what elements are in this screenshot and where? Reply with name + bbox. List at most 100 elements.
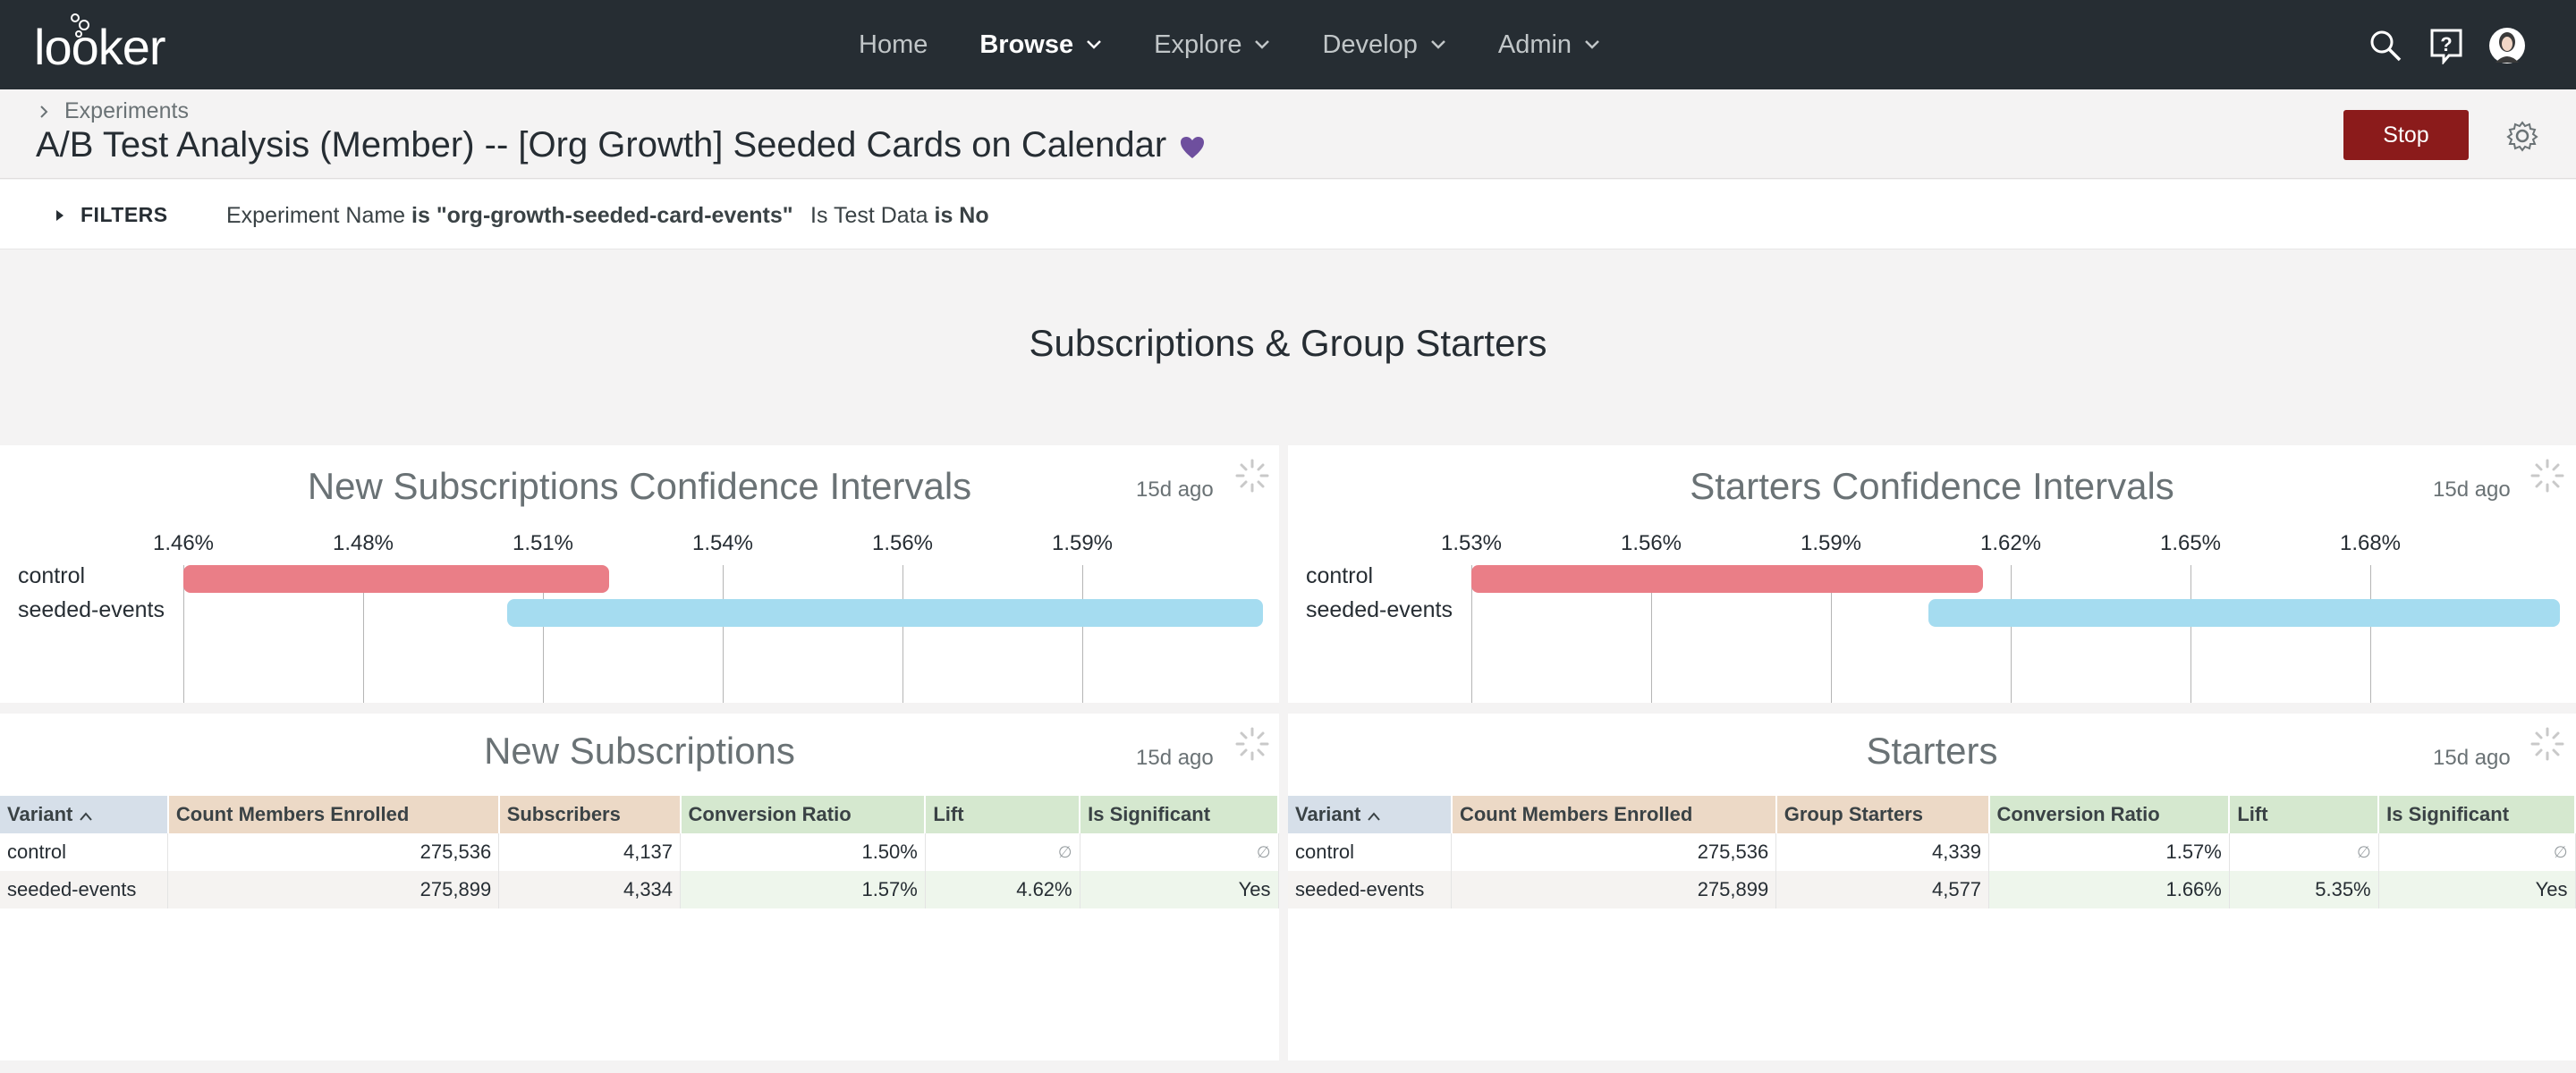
cell: 275,536 — [167, 833, 500, 871]
nav-explore[interactable]: Explore — [1154, 30, 1270, 60]
ci-bar-control[interactable] — [1471, 565, 1983, 593]
col-header[interactable]: Count Members Enrolled — [1451, 796, 1777, 833]
sort-ascending-icon — [80, 812, 93, 821]
tile-subs-ci: New Subscriptions Confidence Intervals 1… — [0, 445, 1279, 703]
logo-dots-icon — [71, 13, 89, 38]
cell-null: ∅ — [2378, 833, 2576, 871]
loading-spinner-icon — [1235, 459, 1269, 493]
ci-bar-seeded-events[interactable] — [1928, 599, 2560, 627]
nav-icons: ? — [2343, 27, 2526, 64]
chevron-down-icon — [1255, 40, 1270, 49]
breadcrumb-label: Experiments — [64, 98, 189, 123]
cell-variant: control — [0, 833, 169, 871]
axis-tick-label: 1.59% — [1800, 531, 1862, 555]
cell: Yes — [2378, 871, 2576, 908]
table-row: control 275,536 4,137 1.50% ∅ ∅ — [0, 833, 1279, 871]
cell: 1.57% — [680, 871, 926, 908]
nav-home-label: Home — [859, 30, 928, 59]
filters-label: FILTERS — [80, 203, 168, 226]
col-header[interactable]: Subscribers — [498, 796, 682, 833]
filter-field: Experiment Name — [226, 203, 406, 228]
filter-is-test-data[interactable]: Is Test Data is No — [810, 203, 989, 229]
nav-browse[interactable]: Browse — [979, 30, 1102, 60]
cell: 4.62% — [925, 871, 1080, 908]
looker-logo[interactable]: looker — [34, 13, 186, 77]
page-title-text: A/B Test Analysis (Member) -- [Org Growt… — [36, 125, 1167, 165]
col-header[interactable]: Lift — [925, 796, 1081, 833]
heart-icon[interactable] — [1179, 135, 1206, 160]
logo-text: looker — [34, 19, 166, 75]
table-row: seeded-events 275,899 4,577 1.66% 5.35% … — [1288, 871, 2576, 908]
tile-title: New Subscriptions Confidence Intervals — [307, 465, 972, 507]
ci-bar-seeded-events[interactable] — [507, 599, 1263, 627]
col-header-variant[interactable]: Variant — [1288, 796, 1453, 833]
col-header[interactable]: Conversion Ratio — [1988, 796, 2231, 833]
help-icon[interactable]: ? — [2428, 27, 2465, 64]
section-title: Subscriptions & Group Starters — [1029, 322, 1547, 364]
nav-admin-label: Admin — [1497, 30, 1572, 59]
dashboard-header: Experiments A/B Test Analysis (Member) -… — [0, 89, 2576, 179]
filters-bar: FILTERS Experiment Name is "org-growth-s… — [0, 180, 2576, 249]
cell: 4,137 — [498, 833, 682, 871]
axis-tick-label: 1.56% — [871, 531, 934, 555]
gear-icon[interactable] — [2506, 120, 2538, 152]
tile-subs-table: New Subscriptions 15d ago Variant Count … — [0, 714, 1279, 1060]
gridline — [2190, 565, 2191, 703]
nav-admin[interactable]: Admin — [1498, 30, 1600, 60]
filters-toggle[interactable]: FILTERS — [55, 203, 168, 227]
svg-text:?: ? — [2440, 33, 2452, 55]
col-header[interactable]: Group Starters — [1775, 796, 1990, 833]
cell: 1.50% — [680, 833, 926, 871]
axis-tick-label: 1.51% — [512, 531, 574, 555]
tile-title: New Subscriptions — [484, 730, 795, 772]
results-table: Variant Count Members Enrolled Group Sta… — [1288, 796, 2576, 908]
chevron-down-icon — [1585, 40, 1599, 49]
category-label: control — [1306, 563, 1374, 588]
col-header-variant[interactable]: Variant — [0, 796, 169, 833]
axis-tick-label: 1.59% — [1051, 531, 1114, 555]
gridline — [902, 565, 903, 703]
user-avatar[interactable] — [2488, 27, 2526, 64]
gridline — [183, 565, 184, 703]
nav-develop[interactable]: Develop — [1322, 30, 1445, 60]
axis-tick-label: 1.54% — [691, 531, 754, 555]
col-header[interactable]: Lift — [2229, 796, 2380, 833]
nav-home[interactable]: Home — [859, 30, 928, 60]
chevron-down-icon — [1087, 40, 1102, 49]
cell-variant: seeded-events — [1288, 871, 1453, 908]
chevron-right-icon — [40, 105, 48, 118]
cell: 4,339 — [1775, 833, 1990, 871]
cell: Yes — [1080, 871, 1279, 908]
cell-null: ∅ — [1080, 833, 1279, 871]
table-header-row: Variant Count Members Enrolled Subscribe… — [0, 796, 1279, 833]
filter-experiment-name[interactable]: Experiment Name is "org-growth-seeded-ca… — [226, 203, 793, 229]
cell-null: ∅ — [2229, 833, 2379, 871]
tile-starters-ci: Starters Confidence Intervals 15d ago 1.… — [1288, 445, 2576, 703]
tile-starters-table: Starters 15d ago Variant Count Members E… — [1288, 714, 2576, 1060]
col-header[interactable]: Is Significant — [1080, 796, 1279, 833]
page-title: A/B Test Analysis (Member) -- [Org Growt… — [36, 125, 1206, 165]
col-label: Variant — [7, 803, 73, 825]
breadcrumb[interactable]: Experiments — [39, 98, 189, 124]
cell: 275,899 — [1451, 871, 1777, 908]
stop-button[interactable]: Stop — [2343, 110, 2469, 160]
gridline — [2011, 565, 2012, 703]
axis-tick-label: 1.53% — [1440, 531, 1503, 555]
axis-tick-label: 1.65% — [2159, 531, 2222, 555]
col-header[interactable]: Conversion Ratio — [680, 796, 927, 833]
search-icon[interactable] — [2367, 27, 2404, 64]
loading-spinner-icon — [1235, 727, 1269, 761]
col-label: Variant — [1295, 803, 1361, 825]
ci-bar-control[interactable] — [183, 565, 609, 593]
tile-updated-ago: 15d ago — [2433, 477, 2511, 502]
category-label: control — [18, 563, 86, 588]
cell: 4,577 — [1775, 871, 1990, 908]
gridline — [1831, 565, 1832, 703]
table-row: control 275,536 4,339 1.57% ∅ ∅ — [1288, 833, 2576, 871]
cell: 1.66% — [1988, 871, 2230, 908]
filter-field: Is Test Data — [810, 203, 928, 228]
cell: 5.35% — [2229, 871, 2379, 908]
col-header[interactable]: Count Members Enrolled — [167, 796, 500, 833]
gridline — [2370, 565, 2371, 703]
col-header[interactable]: Is Significant — [2378, 796, 2576, 833]
